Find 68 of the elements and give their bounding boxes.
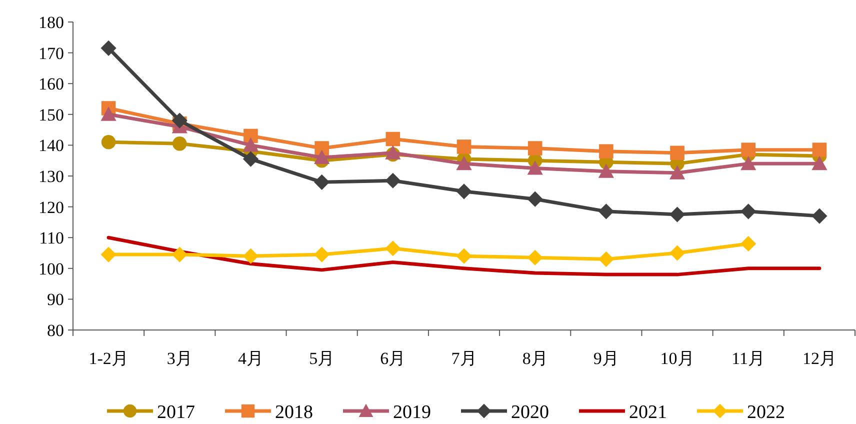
y-tick-label: 100 <box>38 259 64 278</box>
x-tick-label: 11月 <box>732 349 766 368</box>
point <box>528 141 542 156</box>
point <box>740 204 756 220</box>
x-tick-label: 6月 <box>380 349 406 368</box>
point <box>669 165 686 180</box>
point <box>527 250 543 266</box>
y-tick-label: 120 <box>38 198 64 217</box>
point <box>242 137 259 152</box>
point <box>242 248 259 264</box>
point <box>172 112 188 128</box>
legend-label: 2020 <box>511 402 549 423</box>
x-tick-label: 12月 <box>802 349 836 368</box>
point <box>598 164 614 178</box>
legend-label: 2022 <box>747 402 785 423</box>
point <box>100 106 116 121</box>
point <box>456 248 472 264</box>
point <box>385 240 401 256</box>
point <box>172 246 188 262</box>
point <box>314 174 330 190</box>
point <box>100 40 116 56</box>
point <box>314 150 330 164</box>
point <box>669 206 686 222</box>
point <box>527 191 543 207</box>
point <box>456 184 472 200</box>
point <box>740 156 756 170</box>
point <box>100 246 116 262</box>
point <box>669 245 686 261</box>
point <box>670 146 684 160</box>
point <box>242 151 259 167</box>
x-tick-label: 5月 <box>309 349 335 368</box>
point <box>812 156 828 170</box>
point <box>385 172 401 188</box>
point <box>740 236 756 252</box>
y-tick-label: 140 <box>38 136 64 156</box>
point <box>812 142 827 157</box>
point <box>314 246 330 262</box>
point <box>385 145 401 160</box>
y-tick-label: 90 <box>47 290 64 310</box>
y-tick-label: 180 <box>38 13 64 32</box>
legend-label: 2018 <box>275 402 313 423</box>
point <box>741 142 756 157</box>
x-tick-label: 10月 <box>660 349 694 368</box>
point <box>172 136 187 151</box>
point <box>386 132 400 146</box>
y-tick-label: 170 <box>38 44 64 63</box>
x-tick-label: 3月 <box>166 349 192 368</box>
legend-label: 2021 <box>629 402 667 423</box>
x-tick-label: 9月 <box>593 349 619 368</box>
x-tick-label: 8月 <box>522 349 548 368</box>
point <box>598 204 614 220</box>
point <box>598 251 614 267</box>
point <box>599 144 614 159</box>
x-tick-label: 7月 <box>451 349 477 368</box>
x-tick-label: 1-2月 <box>88 349 128 368</box>
y-tick-label: 80 <box>47 321 64 340</box>
legend-label: 2019 <box>393 402 431 423</box>
point <box>101 134 116 150</box>
x-tick-label: 4月 <box>238 349 264 368</box>
y-tick-label: 150 <box>38 105 64 124</box>
y-tick-label: 110 <box>39 228 64 248</box>
y-tick-label: 130 <box>38 167 64 186</box>
point <box>527 160 543 175</box>
legend-label: 2017 <box>157 402 195 423</box>
point <box>812 208 828 224</box>
y-tick-label: 160 <box>38 74 64 94</box>
point <box>456 140 472 154</box>
point <box>456 156 472 170</box>
